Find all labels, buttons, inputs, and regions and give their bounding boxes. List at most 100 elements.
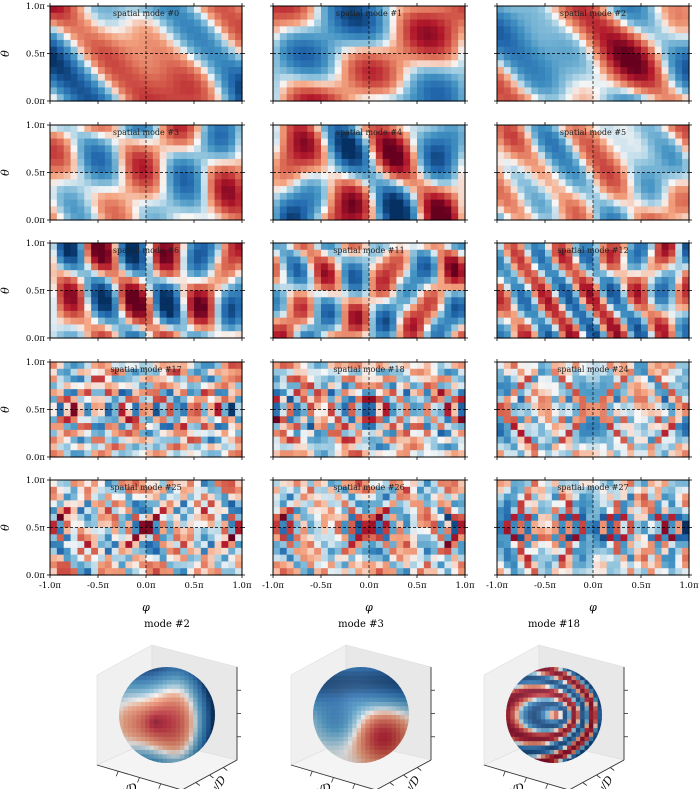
heat-cell (321, 283, 329, 292)
heat-cell (634, 249, 642, 258)
heat-cell (214, 270, 223, 278)
heat-cell (668, 46, 676, 55)
heat-cell (417, 243, 425, 251)
heat-cell (228, 73, 236, 82)
heat-cell (200, 317, 209, 326)
heat-cell (375, 131, 384, 140)
heat-cell (572, 423, 580, 431)
heat-cell (682, 12, 690, 21)
heat-cell (647, 165, 656, 174)
heat-cell (194, 375, 202, 383)
heat-cell (458, 409, 466, 417)
heat-cell (647, 263, 656, 271)
heat-cell (166, 317, 175, 326)
heat-cell (654, 67, 663, 75)
heat-cell (538, 249, 546, 258)
heat-cell (410, 368, 418, 377)
heat-cell (341, 283, 350, 292)
heat-cell (599, 67, 608, 75)
heat-cell (235, 186, 243, 194)
heat-cell (194, 409, 202, 417)
heat-cell (362, 362, 370, 370)
heat-cell (139, 186, 147, 194)
heat-cell (341, 416, 350, 424)
heat-cell (91, 416, 99, 424)
heat-cell (348, 436, 356, 445)
heat-cell (538, 324, 546, 332)
heat-cell (599, 53, 608, 61)
heat-cell (634, 290, 642, 298)
heat-cell (682, 94, 690, 102)
heat-cell (235, 283, 243, 292)
heat-cell (599, 395, 608, 404)
heat-cell (132, 12, 140, 21)
heat-cell (293, 416, 302, 424)
heat-cell (221, 310, 229, 319)
heat-cell (620, 310, 628, 319)
heat-cell (558, 375, 567, 383)
heat-cell (369, 138, 377, 146)
heat-cell (91, 179, 99, 187)
heat-cell (369, 131, 377, 140)
heat-cell (627, 186, 635, 194)
heat-cell (207, 270, 216, 278)
heat-cell (194, 6, 202, 14)
heat-cell (132, 39, 140, 48)
heat-cell (307, 297, 315, 305)
heat-cell (551, 94, 560, 102)
heat-cell (307, 416, 315, 424)
heat-cell (84, 179, 92, 187)
heat-cell (437, 256, 446, 264)
heat-cell (56, 297, 65, 305)
heat-cell (620, 389, 628, 397)
heat-cell (410, 375, 418, 383)
heat-cell (606, 6, 615, 14)
heat-cell (125, 152, 133, 160)
heat-cell (458, 46, 466, 55)
heat-cell (111, 429, 120, 438)
heat-cell (273, 423, 281, 431)
heat-cell (458, 213, 466, 221)
heat-cell (300, 73, 308, 82)
heat-cell (159, 290, 168, 298)
heat-cell (458, 172, 466, 180)
heat-cell (221, 276, 229, 285)
heat-cell (417, 192, 425, 201)
heat-cell (668, 416, 676, 424)
heat-cell (682, 310, 690, 319)
heat-cell (293, 213, 302, 221)
heat-cell (675, 87, 683, 95)
heat-cell (458, 331, 466, 339)
heat-cell (273, 33, 281, 41)
heat-cell (620, 362, 628, 370)
heat-cell (417, 179, 425, 187)
heat-cell (593, 263, 601, 271)
heat-cell (327, 416, 336, 424)
heat-cell (293, 39, 302, 48)
heat-cell (565, 33, 574, 41)
heat-cell (321, 443, 329, 451)
heat-cell (430, 375, 439, 383)
heat-cell (355, 409, 363, 417)
heat-cell (524, 276, 532, 285)
heat-cell (355, 186, 363, 194)
heat-cell (430, 53, 439, 61)
heat-cell (279, 213, 288, 221)
heat-cell (200, 375, 209, 383)
heat-cell (166, 423, 175, 431)
heat-cell (77, 94, 85, 102)
heat-cell (510, 206, 519, 214)
heat-cell (599, 145, 608, 153)
heat-cell (166, 199, 175, 208)
heat-cell (451, 80, 459, 89)
heat-cell (327, 152, 336, 160)
heat-cell (146, 375, 154, 383)
heat-cell (50, 158, 58, 167)
heat-cell (207, 331, 216, 339)
heat-cell (327, 131, 336, 140)
heat-cell (187, 297, 195, 305)
heat-cell (327, 192, 336, 201)
heat-cell (627, 297, 635, 305)
heat-cell (545, 402, 553, 411)
heat-cell (410, 256, 418, 264)
